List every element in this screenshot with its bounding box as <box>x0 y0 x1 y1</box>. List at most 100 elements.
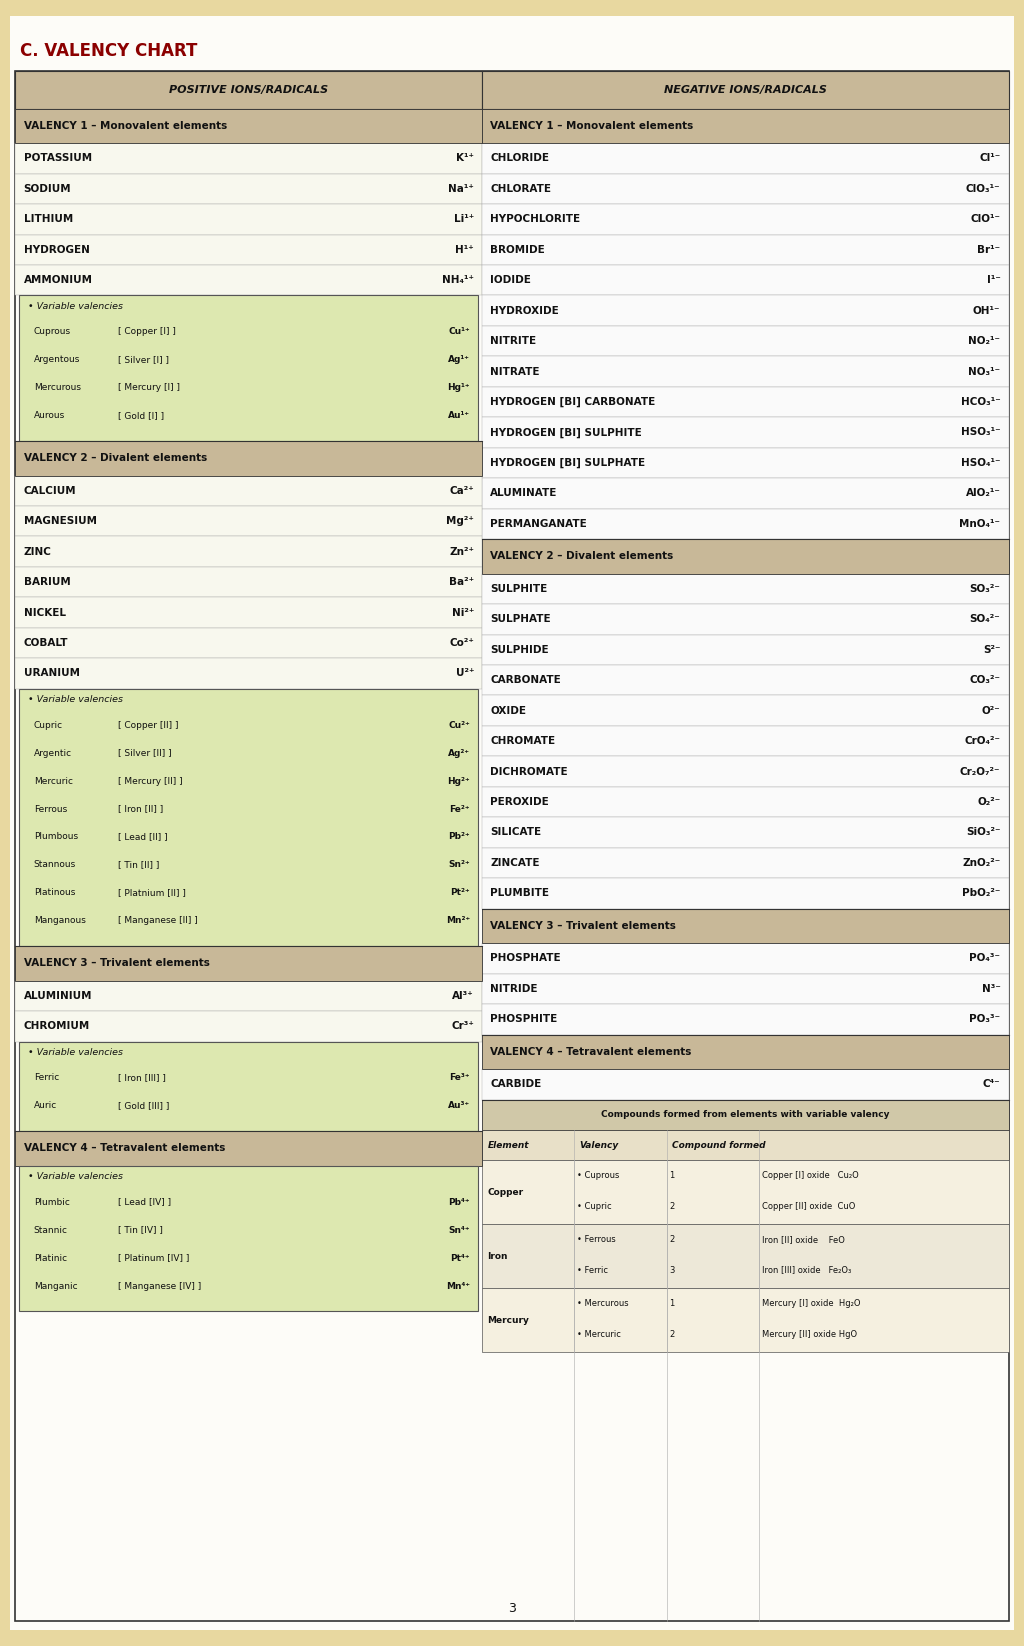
Text: 1: 1 <box>670 1172 675 1180</box>
Bar <box>19 688 478 946</box>
Bar <box>482 448 1009 477</box>
Text: PERMANGANATE: PERMANGANATE <box>490 518 587 528</box>
Text: [ Silver [II] ]: [ Silver [II] ] <box>118 749 171 757</box>
Bar <box>482 604 1009 634</box>
Bar <box>15 1131 482 1165</box>
Text: Compounds formed from elements with variable valency: Compounds formed from elements with vari… <box>601 1111 890 1119</box>
Text: 2: 2 <box>670 1330 675 1338</box>
Bar <box>19 1165 478 1312</box>
Text: MAGNESIUM: MAGNESIUM <box>24 517 96 527</box>
Text: • Mercurous: • Mercurous <box>578 1299 629 1309</box>
Bar <box>15 658 482 688</box>
Text: SiO₃²⁻: SiO₃²⁻ <box>966 828 1000 838</box>
Bar <box>15 204 482 234</box>
Text: Cupric: Cupric <box>34 721 62 729</box>
Text: Fe²⁺: Fe²⁺ <box>450 805 470 813</box>
Text: VALENCY 3 – Trivalent elements: VALENCY 3 – Trivalent elements <box>24 958 210 968</box>
Bar <box>482 756 1009 787</box>
Text: • Ferric: • Ferric <box>578 1266 608 1274</box>
Bar <box>482 634 1009 665</box>
Text: [ Platnium [II] ]: [ Platnium [II] ] <box>118 889 185 897</box>
Text: PHOSPHITE: PHOSPHITE <box>490 1014 558 1024</box>
Text: SILICATE: SILICATE <box>490 828 542 838</box>
Text: HYDROGEN [BI] SULPHATE: HYDROGEN [BI] SULPHATE <box>490 458 645 467</box>
Text: VALENCY 4 – Tetravalent elements: VALENCY 4 – Tetravalent elements <box>24 1144 225 1154</box>
Text: ZnO₂²⁻: ZnO₂²⁻ <box>963 858 1000 867</box>
Text: CHLORATE: CHLORATE <box>490 184 551 194</box>
Text: 3: 3 <box>508 1602 516 1615</box>
Text: BROMIDE: BROMIDE <box>490 245 545 255</box>
Text: S²⁻: S²⁻ <box>983 645 1000 655</box>
Bar <box>482 1225 1009 1289</box>
Text: Cr³⁺: Cr³⁺ <box>452 1022 474 1032</box>
Bar <box>15 143 482 174</box>
Text: CHROMATE: CHROMATE <box>490 736 555 746</box>
Text: Aurous: Aurous <box>34 412 66 420</box>
Text: HYDROGEN [BI] SULPHITE: HYDROGEN [BI] SULPHITE <box>490 428 642 438</box>
Bar <box>482 573 1009 604</box>
Text: NITRATE: NITRATE <box>490 367 540 377</box>
Text: U²⁺: U²⁺ <box>456 668 474 678</box>
Text: ZINCATE: ZINCATE <box>490 858 540 867</box>
Text: N³⁻: N³⁻ <box>982 984 1000 994</box>
Text: Cuprous: Cuprous <box>34 328 71 336</box>
Bar <box>482 1100 1009 1129</box>
Text: Pt⁴⁺: Pt⁴⁺ <box>451 1254 470 1262</box>
Text: OH¹⁻: OH¹⁻ <box>973 306 1000 316</box>
Text: 2: 2 <box>670 1234 675 1244</box>
Text: Ba²⁺: Ba²⁺ <box>449 578 474 588</box>
Bar <box>15 174 482 204</box>
Text: COBALT: COBALT <box>24 639 68 649</box>
Text: HSO₄¹⁻: HSO₄¹⁻ <box>961 458 1000 467</box>
Bar <box>482 1289 1009 1353</box>
Text: Mercury [I] oxide  Hg₂O: Mercury [I] oxide Hg₂O <box>762 1299 860 1309</box>
Bar <box>482 848 1009 877</box>
Text: Auric: Auric <box>34 1101 57 1111</box>
Text: CARBONATE: CARBONATE <box>490 675 561 685</box>
Text: 2: 2 <box>670 1202 675 1210</box>
Bar <box>15 946 482 981</box>
Bar <box>15 566 482 597</box>
Text: HCO₃¹⁻: HCO₃¹⁻ <box>961 397 1000 407</box>
Text: Mercury [II] oxide HgO: Mercury [II] oxide HgO <box>762 1330 857 1338</box>
Bar <box>15 476 482 505</box>
Bar <box>482 143 1009 174</box>
Text: Ferric: Ferric <box>34 1073 59 1083</box>
Text: Plumbous: Plumbous <box>34 833 78 841</box>
Text: ALUMINATE: ALUMINATE <box>490 489 558 499</box>
Text: HSO₃¹⁻: HSO₃¹⁻ <box>961 428 1000 438</box>
Text: Element: Element <box>487 1141 528 1149</box>
Text: VALENCY 1 – Monovalent elements: VALENCY 1 – Monovalent elements <box>24 120 226 132</box>
Text: Pt²⁺: Pt²⁺ <box>451 889 470 897</box>
Text: PO₄³⁻: PO₄³⁻ <box>970 953 1000 963</box>
Text: [ Platinum [IV] ]: [ Platinum [IV] ] <box>118 1254 189 1262</box>
Text: NITRIDE: NITRIDE <box>490 984 538 994</box>
Bar <box>482 1160 1009 1225</box>
Text: CO₃²⁻: CO₃²⁻ <box>970 675 1000 685</box>
Text: POSITIVE IONS/RADICALS: POSITIVE IONS/RADICALS <box>169 84 329 95</box>
Bar <box>482 174 1009 204</box>
Text: SULPHATE: SULPHATE <box>490 614 551 624</box>
Text: Sn²⁺: Sn²⁺ <box>449 861 470 869</box>
Text: Ferrous: Ferrous <box>34 805 67 813</box>
Text: Li¹⁺: Li¹⁺ <box>454 214 474 224</box>
Text: Mn²⁺: Mn²⁺ <box>445 917 470 925</box>
Bar <box>482 877 1009 909</box>
Text: Al³⁺: Al³⁺ <box>453 991 474 1001</box>
Text: Platinic: Platinic <box>34 1254 67 1262</box>
Text: HYDROXIDE: HYDROXIDE <box>490 306 559 316</box>
Text: SO₃²⁻: SO₃²⁻ <box>970 584 1000 594</box>
Text: • Variable valencies: • Variable valencies <box>28 1172 123 1182</box>
Text: CHROMIUM: CHROMIUM <box>24 1022 90 1032</box>
Bar <box>482 326 1009 356</box>
Text: • Cupric: • Cupric <box>578 1202 612 1210</box>
Bar <box>15 109 482 143</box>
Bar <box>15 441 482 476</box>
Text: Argentic: Argentic <box>34 749 72 757</box>
Text: Manganic: Manganic <box>34 1282 78 1290</box>
Text: VALENCY 1 – Monovalent elements: VALENCY 1 – Monovalent elements <box>490 120 693 132</box>
Text: Copper [II] oxide  CuO: Copper [II] oxide CuO <box>762 1202 855 1210</box>
Text: LITHIUM: LITHIUM <box>24 214 73 224</box>
Text: CrO₄²⁻: CrO₄²⁻ <box>965 736 1000 746</box>
Bar <box>482 726 1009 756</box>
